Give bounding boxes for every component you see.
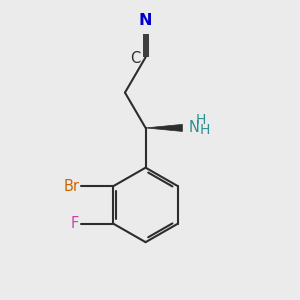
Polygon shape [146, 124, 182, 131]
Text: Br: Br [63, 179, 79, 194]
Text: F: F [71, 216, 79, 231]
Text: H: H [200, 123, 210, 137]
Text: N: N [189, 120, 200, 135]
Text: N: N [139, 14, 152, 28]
Text: H: H [196, 113, 206, 127]
Text: C: C [130, 51, 140, 66]
